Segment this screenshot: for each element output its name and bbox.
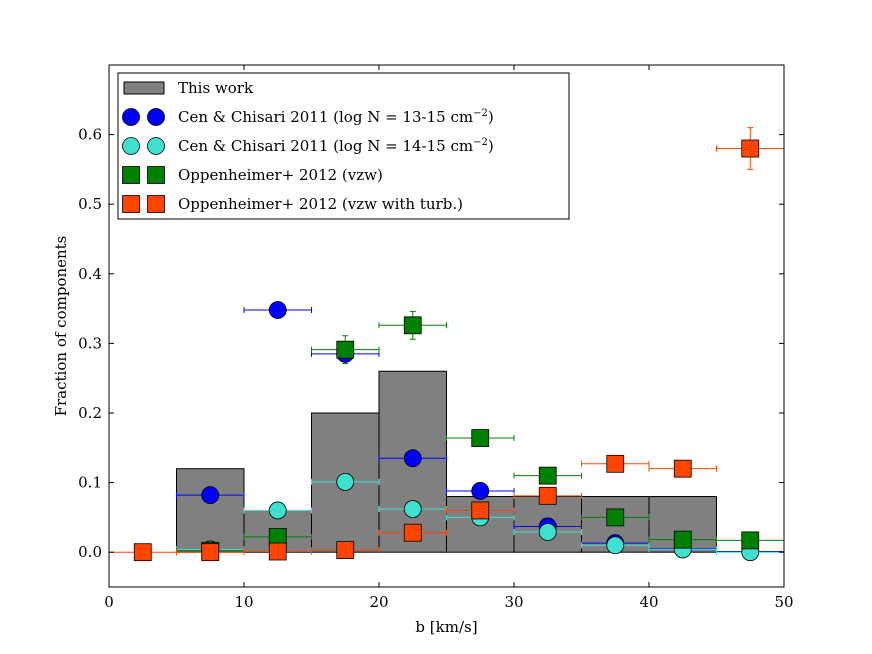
legend-label: Oppenheimer+ 2012 (vzw with turb.) [178,195,463,213]
data-point-s3 [538,486,557,505]
legend-marker [122,166,140,184]
data-point-s1 [403,500,422,518]
y-tick-label: 0.0 [78,543,102,561]
data-point-s3 [741,139,760,158]
data-point-s3 [201,543,220,562]
legend-label: Cen & Chisari 2011 (log N = 13-15 cm−2) [178,108,494,126]
x-tick-label: 10 [234,593,253,611]
data-point-s2 [538,466,557,485]
legend-marker [147,166,165,184]
legend-label: Oppenheimer+ 2012 (vzw) [178,166,383,184]
data-point-s3 [471,501,490,520]
legend: This work Cen & Chisari 2011 (log N = 13-… [117,72,570,220]
x-tick-label: 50 [774,593,793,611]
data-point-s2 [606,508,625,527]
data-point-s1 [538,523,557,541]
legend-marker [147,108,165,126]
histogram-bars [176,370,717,553]
data-point-s2 [471,429,490,447]
legend-label: Cen & Chisari 2011 (log N = 14-15 cm−2) [178,137,494,155]
data-point-s2 [673,530,692,549]
data-point-s3 [268,542,287,561]
y-axis-ticks: 0.0 0.1 0.2 0.3 0.4 0.5 0.6 [78,126,784,561]
x-tick-label: 0 [104,593,114,611]
data-point-s1 [268,501,287,520]
x-axis-label: b [km/s] [415,618,477,636]
y-tick-label: 0.6 [78,126,102,144]
legend-marker [147,137,165,155]
legend-label-end: ) [488,108,494,126]
legend-swatch [123,81,165,95]
data-point-s0 [403,449,422,468]
data-point-s1 [336,473,355,491]
legend-label: This work [178,79,254,97]
y-tick-label: 0.5 [78,195,102,213]
data-point-s2 [403,316,422,335]
legend-marker [147,195,165,213]
y-tick-label: 0.2 [78,404,102,422]
data-point-s0 [268,301,287,319]
legend-marker [122,195,140,213]
legend-label-end: ) [488,137,494,155]
x-tick-label: 30 [504,593,523,611]
x-tick-label: 20 [369,593,388,611]
y-tick-label: 0.3 [78,334,102,352]
legend-box [117,72,570,220]
data-point-s2 [336,340,355,359]
data-point-s1 [606,536,625,555]
data-point-s3 [336,541,355,560]
x-axis-ticks: 0 10 20 30 40 50 [104,65,794,611]
legend-label-superscript: −2 [473,108,488,119]
legend-label-superscript: −2 [473,137,488,148]
histogram-bar [176,468,245,553]
x-tick-label: 40 [639,593,658,611]
data-point-s0 [471,482,490,500]
data-point-s0 [201,486,220,505]
legend-marker [122,108,140,126]
data-point-s3 [606,454,625,473]
y-axis-label: Fraction of components [52,236,70,417]
data-point-s3 [133,543,152,562]
data-point-s3 [403,523,422,542]
y-tick-label: 0.1 [78,474,102,492]
y-tick-label: 0.4 [78,265,102,283]
data-point-s2 [741,531,760,550]
legend-marker [122,137,140,155]
data-point-s3 [673,459,692,478]
data-markers [133,139,760,562]
plot-frame [108,64,785,588]
